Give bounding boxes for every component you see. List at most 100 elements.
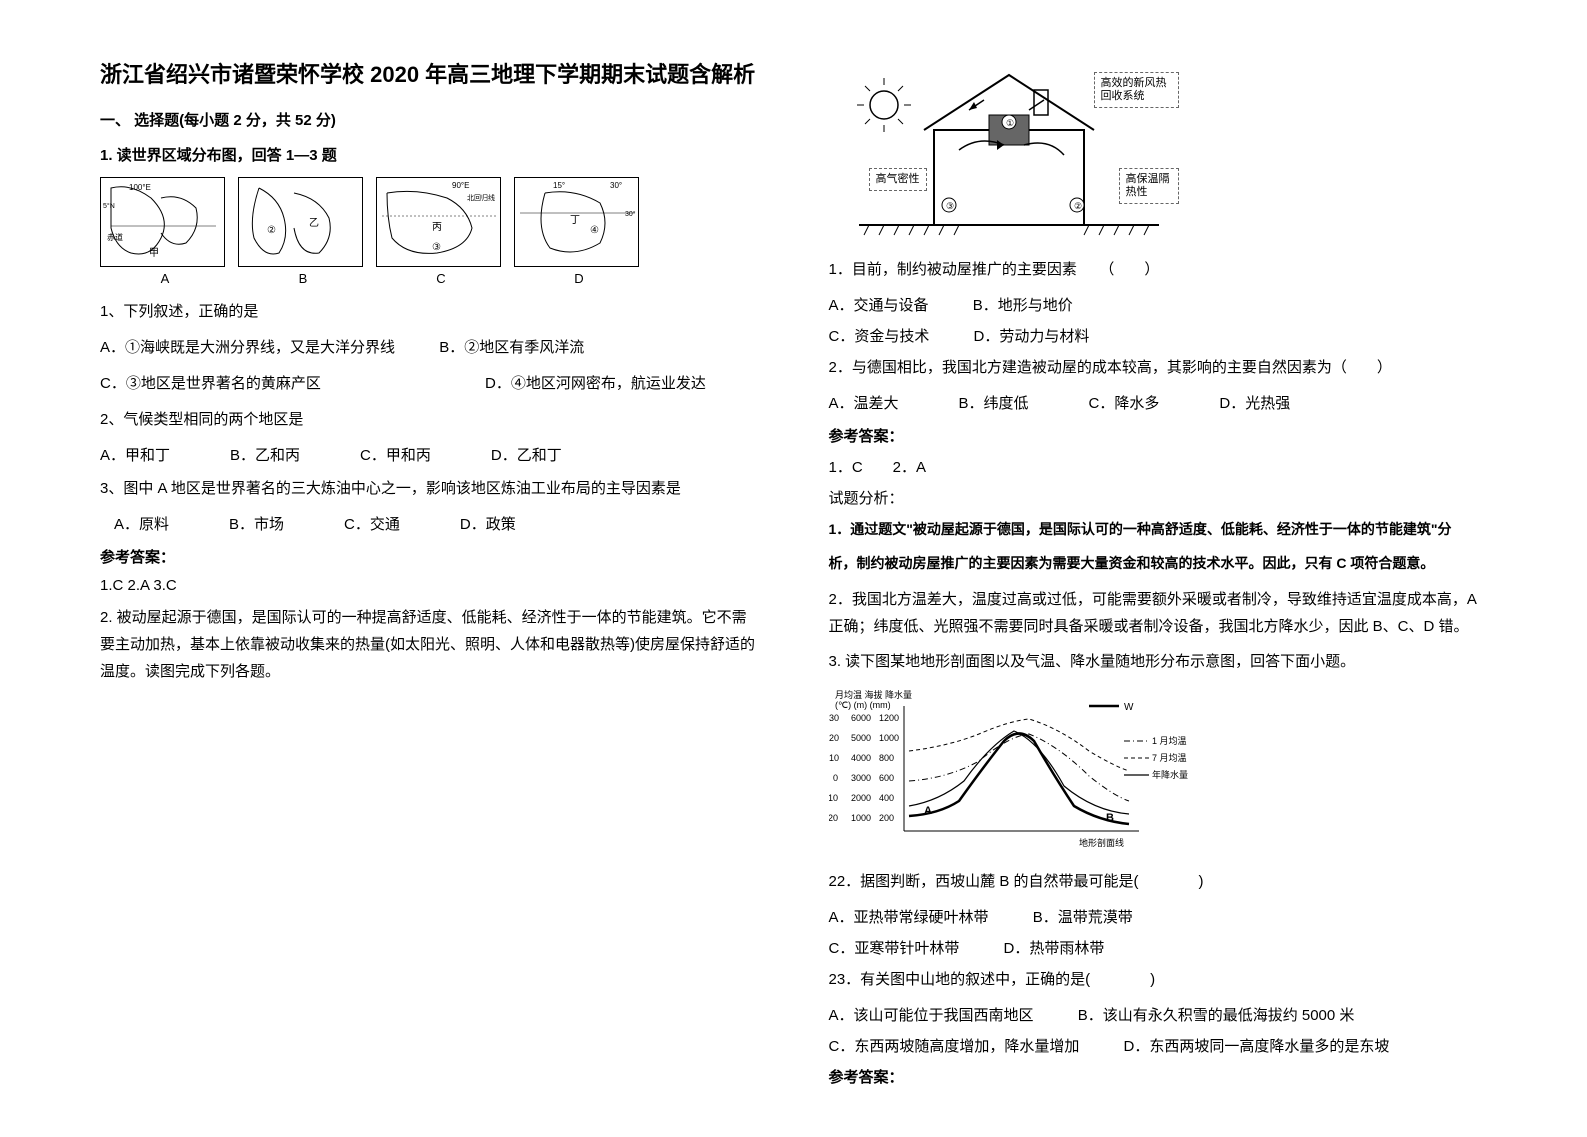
q1-opt-b: B．②地区有季风洋流 <box>439 339 584 356</box>
q1-3-c: C．交通 <box>344 513 400 534</box>
map-cell-d: 15° 30° 30° 丁 ④ <box>514 177 644 267</box>
q2-sub1: 1．目前，制约被动屋推广的主要因素 （ ） <box>829 258 1488 282</box>
svg-text:30°: 30° <box>610 181 622 190</box>
svg-text:800: 800 <box>879 753 894 763</box>
svg-text:2000: 2000 <box>851 793 871 803</box>
map-d: 15° 30° 30° 丁 ④ <box>514 177 639 267</box>
map-annot: 100°E <box>129 183 151 192</box>
section-heading: 一、 选择题(每小题 2 分，共 52 分) <box>100 109 759 130</box>
q3-sub22: 22．据图判断，西坡山麓 B 的自然带最可能是( ) <box>829 870 1488 894</box>
q3-22-b: B．温带荒漠带 <box>1033 909 1133 926</box>
svg-text:②: ② <box>1074 201 1082 211</box>
q1-opt-a: A．①海峡既是大洲分界线，又是大洋分界线 <box>100 339 395 356</box>
left-column: 浙江省绍兴市诸暨荣怀学校 2020 年高三地理下学期期末试题含解析 一、 选择题… <box>100 60 759 1097</box>
map-label-d: D <box>514 271 644 286</box>
analysis-heading: 试题分析： <box>829 487 1488 508</box>
analysis-2: 2．我国北方温差大，温度过高或过低，可能需要额外采暖或者制冷，导致维持适宜温度成… <box>829 586 1488 640</box>
q3-22-a: A．亚热带常绿硬叶林带 <box>829 909 989 926</box>
svg-text:4000: 4000 <box>851 753 871 763</box>
q1-2-c: C．甲和丙 <box>360 444 431 465</box>
svg-text:地形剖面线: 地形剖面线 <box>1079 837 1124 848</box>
svg-text:90°E: 90°E <box>452 181 469 190</box>
q2-answers: 1．C 2．A <box>829 456 1488 477</box>
q1-heading: 1. 读世界区域分布图，回答 1—3 题 <box>100 144 759 165</box>
svg-text:7 月均温: 7 月均温 <box>1152 752 1187 763</box>
svg-text:甲: 甲 <box>149 248 159 259</box>
ans-heading-3: 参考答案： <box>829 1066 1488 1087</box>
map-row: 100°E 赤道 甲 5°N ② 乙 <box>100 177 759 267</box>
q3-22-d: D．热带雨林带 <box>1004 940 1105 957</box>
q3-22-ab: A．亚热带常绿硬叶林带 B．温带荒漠带 <box>829 906 1488 927</box>
svg-text:丙: 丙 <box>432 222 442 233</box>
svg-text:5000: 5000 <box>851 733 871 743</box>
svg-text:赤道: 赤道 <box>107 232 123 242</box>
map-labels: A B C D <box>100 271 759 286</box>
svg-text:乙: 乙 <box>309 217 319 229</box>
q3-23-cd: C．东西两坡随高度增加，降水量增加 D．东西两坡同一高度降水量多的是东坡 <box>829 1035 1488 1056</box>
map-cell-c: 90°E 北回归线 丙 ③ <box>376 177 506 267</box>
q1-3-opts: A．原料 B．市场 C．交通 D．政策 <box>100 513 759 534</box>
svg-text:30°: 30° <box>625 210 636 218</box>
q3-intro: 3. 读下图某地地形剖面图以及气温、降水量随地形分布示意图，回答下面小题。 <box>829 650 1488 674</box>
map-cell-b: ② 乙 <box>238 177 368 267</box>
page: 浙江省绍兴市诸暨荣怀学校 2020 年高三地理下学期期末试题含解析 一、 选择题… <box>0 0 1587 1137</box>
ans-heading-1: 参考答案： <box>100 546 759 567</box>
ans-heading-2: 参考答案： <box>829 425 1488 446</box>
q1-opt-d: D．④地区河网密布，航运业发达 <box>485 375 706 392</box>
svg-text:W: W <box>1124 702 1134 713</box>
q2-2-opts: A．温差大 B．纬度低 C．降水多 D．光热强 <box>829 392 1488 413</box>
q3-22-cd: C．亚寒带针叶林带 D．热带雨林带 <box>829 937 1488 958</box>
svg-text:15°: 15° <box>553 181 565 190</box>
svg-text:1000: 1000 <box>851 813 871 823</box>
q1-2-a: A．甲和丁 <box>100 444 170 465</box>
house-label-3: 高气密性 <box>869 168 927 191</box>
q2-2-b: B．纬度低 <box>959 392 1029 413</box>
q1-2-b: B．乙和丙 <box>230 444 300 465</box>
q3-23-b: B．该山有永久积雪的最低海拔约 5000 米 <box>1078 1007 1355 1024</box>
svg-text:3000: 3000 <box>851 773 871 783</box>
map-label-c: C <box>376 271 506 286</box>
q2-intro: 2. 被动屋起源于德国，是国际认可的一种提高舒适度、低能耗、经济性于一体的节能建… <box>100 604 759 685</box>
q3-23-c: C．东西两坡随高度增加，降水量增加 <box>829 1038 1080 1055</box>
q3-23-d: D．东西两坡同一高度降水量多的是东坡 <box>1124 1038 1390 1055</box>
q2-1-a: A．交通与设备 <box>829 297 929 314</box>
svg-text:月均温 海拔 降水量: 月均温 海拔 降水量 <box>835 689 912 700</box>
q2-1-d: D．劳动力与材料 <box>974 328 1090 345</box>
q2-1-cd: C．资金与技术 D．劳动力与材料 <box>829 325 1488 346</box>
svg-text:5°N: 5°N <box>103 202 115 210</box>
house-diagram: ① ② ③ 高效的新风热回收系统 高保温隔热性 高气密性 <box>839 60 1179 240</box>
q3-sub23: 23．有关图中山地的叙述中，正确的是( ) <box>829 968 1488 992</box>
q1-sub2: 2、气候类型相同的两个地区是 <box>100 408 759 432</box>
map-c: 90°E 北回归线 丙 ③ <box>376 177 501 267</box>
q1-answers: 1.C 2.A 3.C <box>100 577 759 594</box>
q1-3-d: D．政策 <box>460 513 516 534</box>
q2-1-ab: A．交通与设备 B．地形与地价 <box>829 294 1488 315</box>
house-label-1: 高效的新风热回收系统 <box>1094 72 1179 108</box>
svg-text:A: A <box>924 805 932 817</box>
svg-text:③: ③ <box>946 201 954 211</box>
svg-text:20: 20 <box>829 733 839 743</box>
map-b: ② 乙 <box>238 177 363 267</box>
map-label-b: B <box>238 271 368 286</box>
svg-text:400: 400 <box>879 793 894 803</box>
svg-text:(℃) (m) (mm): (℃) (m) (mm) <box>835 700 891 710</box>
svg-text:北回归线: 北回归线 <box>467 193 495 202</box>
house-label-2: 高保温隔热性 <box>1119 168 1179 204</box>
q1-opts-ab: A．①海峡既是大洲分界线，又是大洋分界线 B．②地区有季风洋流 <box>100 336 759 360</box>
map-a: 100°E 赤道 甲 5°N <box>100 177 225 267</box>
analysis-1a: 1．通过题文"被动屋起源于德国，是国际认可的一种高舒适度、低能耗、经济性于一体的… <box>829 518 1488 542</box>
map-label-a: A <box>100 271 230 286</box>
svg-text:①: ① <box>1006 118 1014 128</box>
q2-2-a: A．温差大 <box>829 392 899 413</box>
q1-sub1: 1、下列叙述，正确的是 <box>100 300 759 324</box>
svg-text:②: ② <box>267 225 276 236</box>
svg-text:0: 0 <box>833 773 838 783</box>
map-cell-a: 100°E 赤道 甲 5°N <box>100 177 230 267</box>
svg-text:10: 10 <box>829 753 839 763</box>
svg-text:1 月均温: 1 月均温 <box>1152 735 1187 746</box>
q2-1-b: B．地形与地价 <box>973 297 1073 314</box>
q1-sub3: 3、图中 A 地区是世界著名的三大炼油中心之一，影响该地区炼油工业布局的主导因素… <box>100 477 759 501</box>
svg-text:④: ④ <box>590 225 599 236</box>
svg-text:③: ③ <box>432 242 441 253</box>
q2-2-c: C．降水多 <box>1089 392 1160 413</box>
